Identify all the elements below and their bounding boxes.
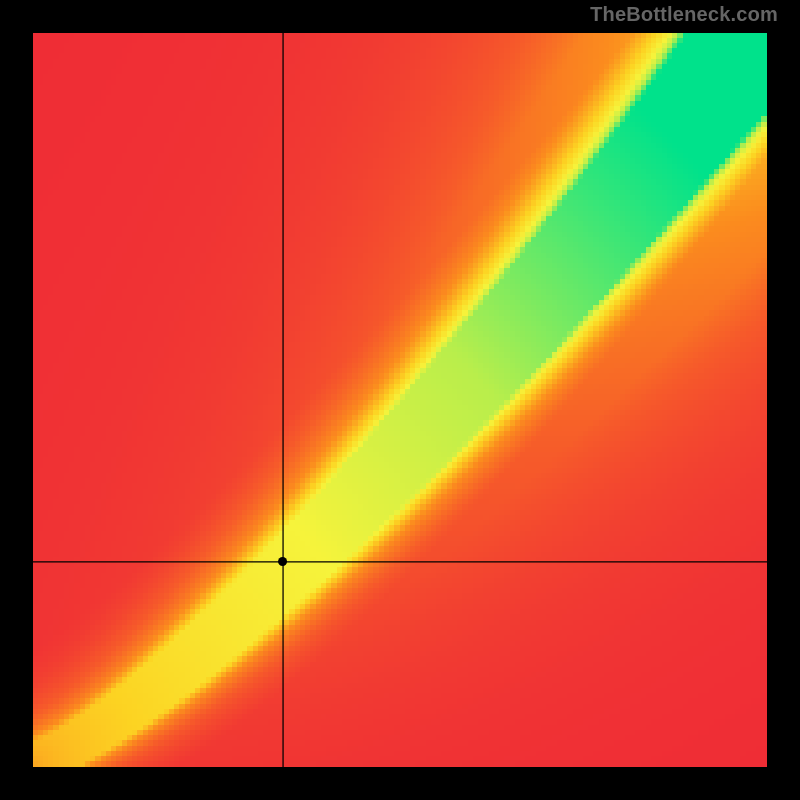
heatmap-canvas [33, 33, 767, 767]
watermark-text: TheBottleneck.com [590, 4, 778, 27]
heatmap-plot [33, 33, 767, 767]
chart-container: TheBottleneck.com [0, 0, 800, 800]
